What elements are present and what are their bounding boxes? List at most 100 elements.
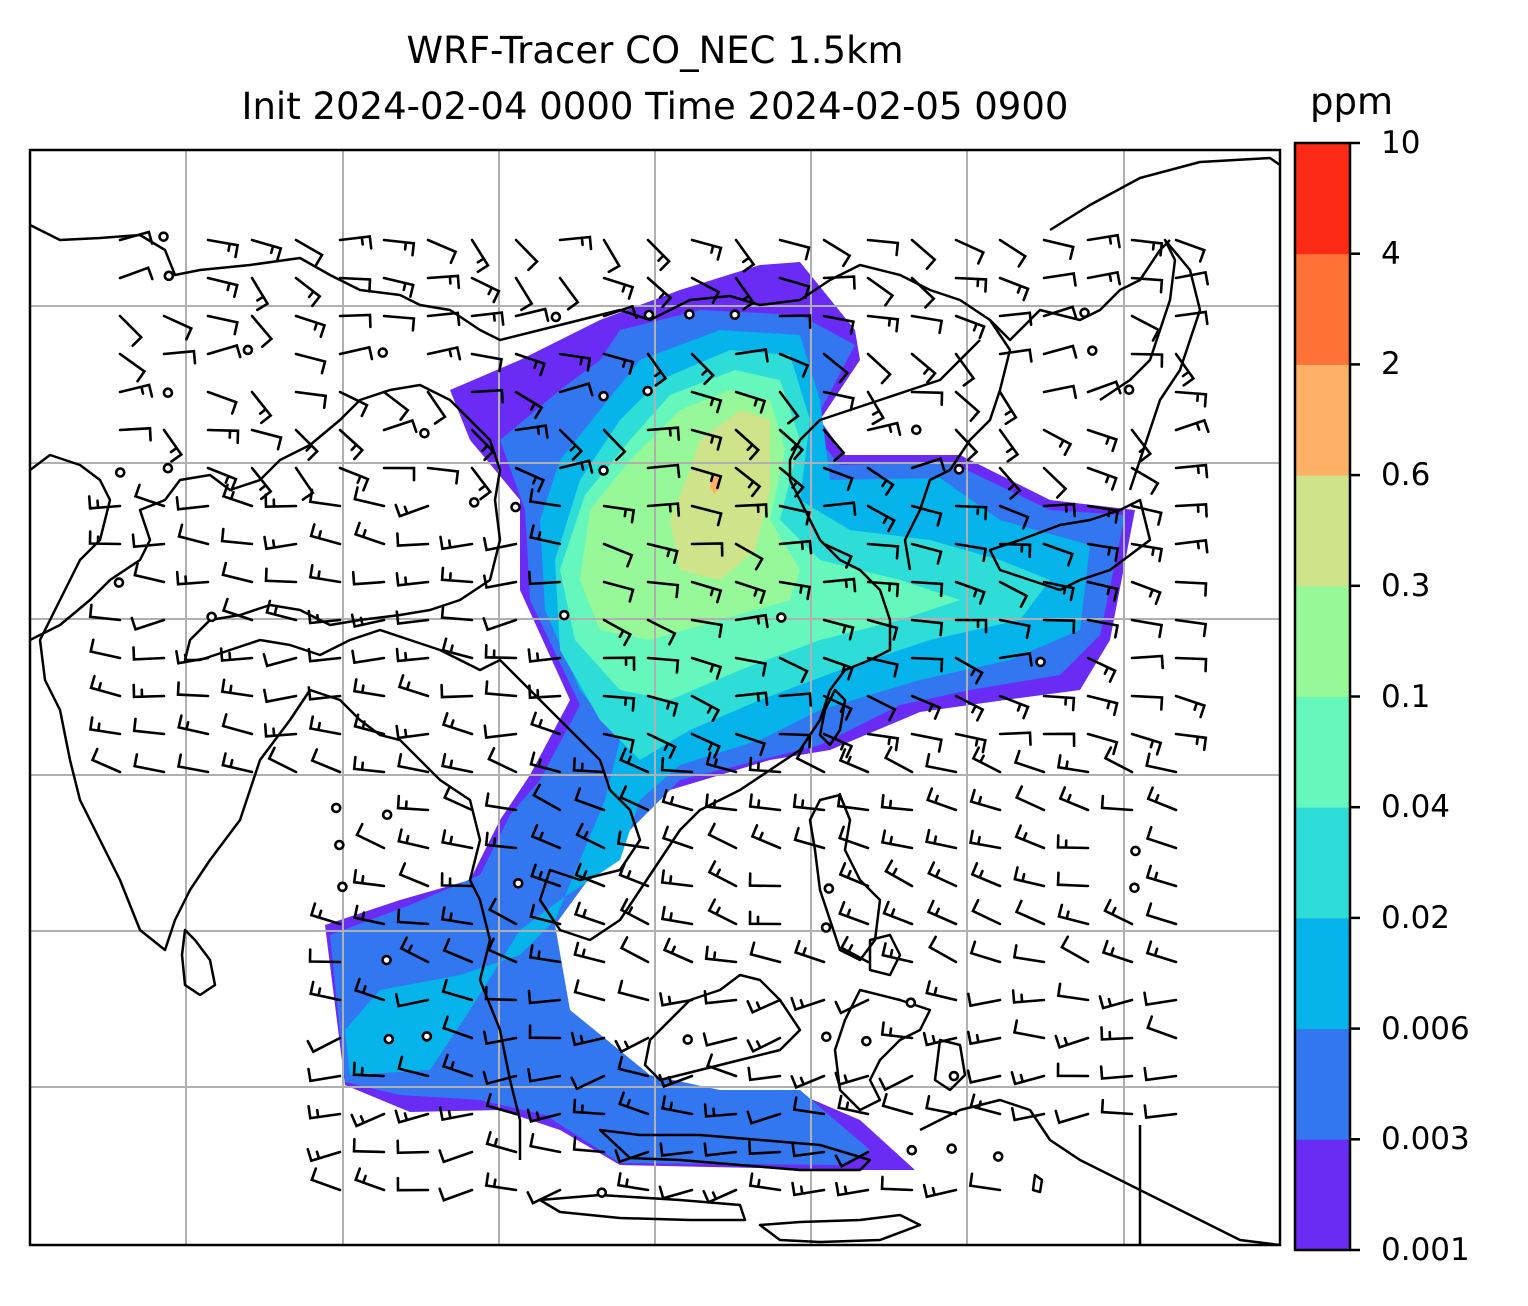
wind-barb [1013,866,1046,888]
wind-barb [350,613,386,629]
wind-barb [1174,270,1209,286]
wind-barb [998,311,1033,326]
wind-barb [748,1140,782,1156]
wind-barb [646,238,671,272]
wind-barb [866,390,885,426]
wind-barb [574,787,606,812]
wind-barb [1103,898,1134,926]
wind-barb [836,792,870,812]
wind-barb [396,794,430,812]
wind-barb [352,678,386,698]
wind-barb [1130,352,1164,368]
wind-barb [162,428,184,463]
wind-barb [881,1093,914,1116]
wind-barb [484,644,518,660]
wind-barb [220,527,254,546]
wind-barb [309,902,342,926]
wind-barb [309,980,342,1002]
wind-barb [646,542,679,564]
wind-barb [1014,785,1046,812]
wind-barb [646,580,680,599]
wind-barb [822,428,846,462]
wind-barb [263,535,298,551]
wind-barb [438,1187,474,1202]
wind-barb [306,1148,342,1163]
wind-barb [954,504,988,521]
wind-barb [614,1149,650,1164]
wind-barb [734,580,767,604]
wind-barb [778,692,813,707]
wind-barb [968,1172,1002,1192]
wind-barb [1100,1098,1134,1116]
wind-barb [310,748,342,774]
wind-barb [1130,504,1163,526]
wind-barb [438,1149,474,1164]
wind-barb [530,711,562,736]
wind-barb [690,238,723,261]
calm-marker [682,1034,694,1045]
wind-barb [514,424,549,439]
concentration-level-0.3 [670,410,770,580]
wind-barb [970,862,1002,888]
wind-barb [734,732,767,757]
wind-barb [778,466,805,498]
wind-barb [338,345,374,361]
wind-barb [351,570,386,586]
wind-barb [484,680,518,698]
calm-marker [821,1031,832,1043]
wind-barb [177,714,210,736]
wind-barb [614,1036,650,1054]
wind-barb [1086,466,1118,491]
wind-barb [880,793,914,812]
wind-barb [353,713,386,736]
calm-marker [114,467,126,478]
wind-barb [514,352,547,377]
wind-barb [87,495,122,510]
wind-barb [572,1098,606,1116]
calm-marker [242,344,254,356]
wind-barb [602,580,635,603]
wind-barb [1042,428,1073,456]
wind-barb [206,276,239,298]
colorbar-segment [1295,364,1350,476]
wind-barb [837,1094,870,1116]
wind-barb [792,793,826,812]
wind-barb [954,732,987,754]
wind-barb [646,618,677,646]
wind-barb [294,314,327,338]
wind-barb [926,899,958,926]
wind-barb [355,822,386,850]
wind-barb [998,390,1018,426]
wind-barb [822,275,856,290]
wind-barb [1010,1107,1046,1122]
wind-barb [747,1066,782,1082]
wind-barb [1174,463,1209,479]
wind-barb [646,656,680,674]
calm-marker [861,1035,872,1047]
wind-barb [470,238,490,274]
wind-barb [910,732,943,753]
calm-marker [823,883,835,894]
wind-barb [703,990,738,1005]
wind-barb [602,428,627,462]
wind-barb [482,617,518,632]
wind-barb [395,610,430,626]
wind-barb [131,533,166,549]
wind-barb [910,456,946,472]
calm-marker [162,462,174,474]
wind-barb [350,1112,386,1128]
wind-barb [118,426,152,442]
wind-barb [1174,656,1208,673]
wind-barb [910,542,943,565]
wind-barb [442,785,474,812]
wind-barb [866,732,900,752]
wind-barb [1056,834,1090,850]
wind-barb [734,428,761,461]
wind-barb [1086,656,1117,683]
calm-marker [953,464,965,475]
wind-barb [734,390,767,414]
wind-barb [618,747,650,774]
wind-barb [485,1092,518,1116]
wind-barb [529,903,562,926]
wind-barb [1086,233,1121,249]
